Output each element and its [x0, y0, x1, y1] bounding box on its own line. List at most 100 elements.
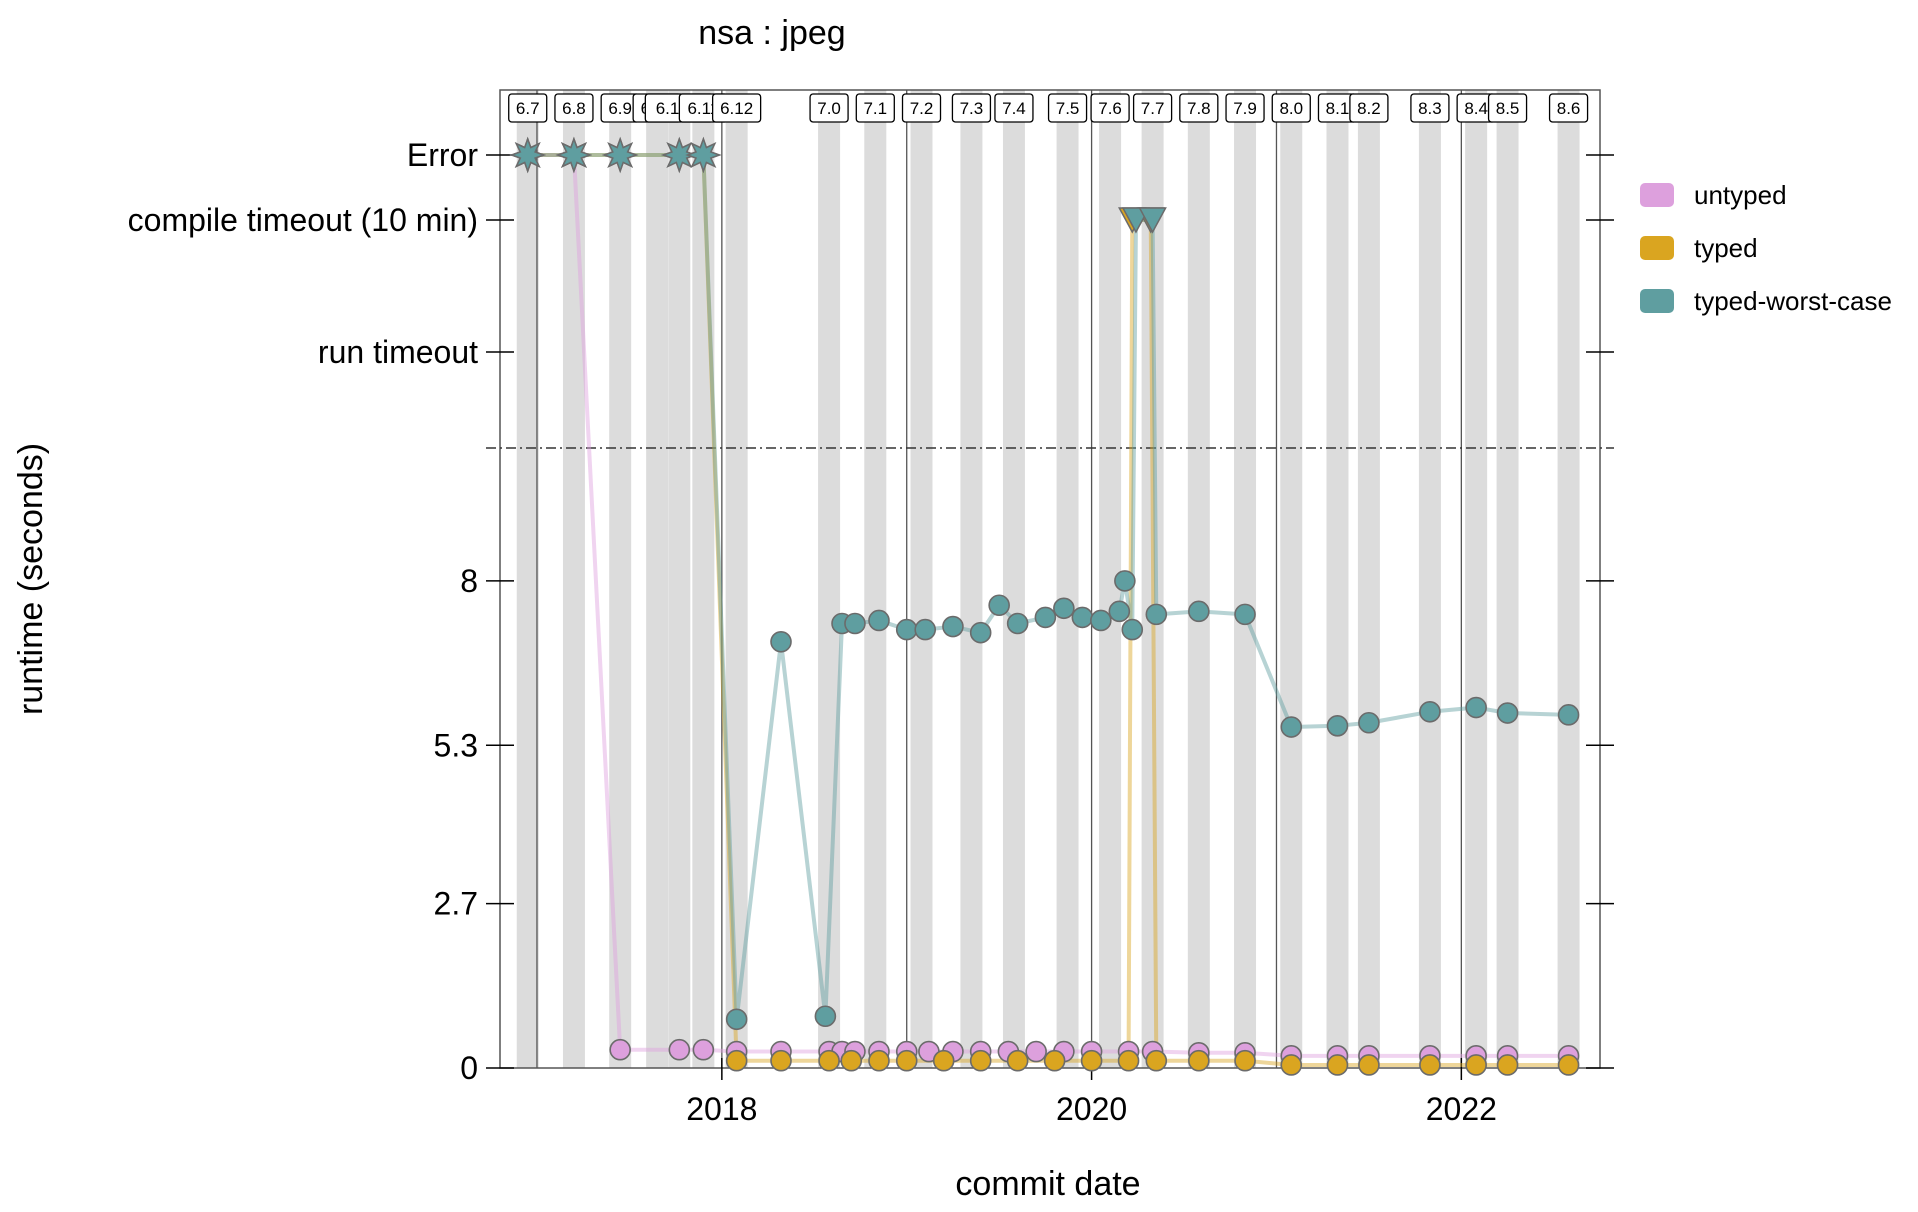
release-label: 8.2	[1357, 99, 1381, 118]
release-label-box	[1132, 93, 1173, 123]
data-point-typed	[1280, 1054, 1303, 1076]
legend-swatch-typed-worst-case	[1640, 289, 1674, 313]
release-label: 8.4	[1464, 99, 1488, 118]
release-label-box	[855, 93, 895, 123]
release-band	[960, 90, 983, 1068]
release-band	[1326, 90, 1349, 1068]
y-tick-label: run timeout	[318, 334, 478, 370]
release-label: 7.2	[910, 99, 934, 118]
data-point-typed-worst-case	[1034, 606, 1057, 629]
release-band	[1141, 90, 1164, 1068]
data-point-typed-worst-case	[988, 594, 1010, 617]
data-point-untyped	[609, 1038, 631, 1061]
release-label: 8.0	[1279, 99, 1303, 118]
release-label: 6.7	[516, 99, 540, 118]
data-point-untyped	[668, 1038, 691, 1061]
data-point-typed-worst-case	[1465, 696, 1487, 719]
release-label: 7.0	[817, 99, 841, 118]
release-band	[562, 90, 585, 1068]
data-point-typed-worst-case	[969, 621, 992, 644]
data-point-typed-worst-case	[1090, 609, 1112, 632]
data-point-typed	[1080, 1049, 1103, 1072]
series-points	[509, 136, 1580, 1076]
release-band	[1002, 90, 1025, 1068]
release-label-box	[1349, 93, 1389, 123]
data-point-typed	[840, 1049, 863, 1072]
x-axis: 2018 2020 2022	[686, 1058, 1497, 1127]
data-point-typed	[1117, 1049, 1140, 1072]
release-label-box	[1047, 93, 1088, 123]
release-label-box	[951, 93, 992, 123]
release-label: 8.5	[1496, 99, 1520, 118]
data-point-typed	[818, 1049, 840, 1072]
release-label: 7.7	[1141, 99, 1165, 118]
release-band	[516, 90, 539, 1068]
y-axis-title: runtime (seconds)	[12, 443, 50, 715]
release-band	[1234, 90, 1257, 1068]
legend-label-untyped: untyped	[1694, 180, 1787, 210]
release-label: 7.8	[1187, 99, 1211, 118]
release-band	[609, 90, 632, 1068]
y-tick-label: 2.7	[434, 886, 478, 922]
legend: untyped typed typed-worst-case	[1640, 180, 1892, 316]
data-point-typed	[1145, 1049, 1168, 1072]
release-label-box	[554, 93, 594, 123]
data-point-typed-worst-case	[1114, 570, 1136, 592]
release-label-box	[508, 93, 548, 123]
release-label: 7.6	[1098, 99, 1122, 118]
release-band	[725, 90, 748, 1068]
timeout-marker-typed-worst-case	[1138, 207, 1167, 234]
data-point-typed	[1326, 1054, 1349, 1076]
data-point-typed	[932, 1049, 955, 1072]
release-label: 7.5	[1056, 99, 1080, 118]
data-point-typed	[969, 1049, 992, 1072]
data-point-typed-worst-case	[844, 612, 866, 635]
release-label-box	[1090, 93, 1130, 123]
y-tick-label: Error	[407, 137, 478, 173]
release-band	[646, 90, 669, 1068]
release-label: 7.3	[960, 99, 984, 118]
release-band	[864, 90, 887, 1068]
data-point-typed-worst-case	[814, 1005, 837, 1028]
release-label: 6.9	[608, 99, 632, 118]
data-point-typed-worst-case	[1108, 600, 1131, 623]
legend-label-typed-worst-case: typed-worst-case	[1694, 286, 1892, 316]
release-label-box	[1271, 93, 1311, 123]
data-point-typed-worst-case	[1419, 700, 1441, 723]
release-label: 7.9	[1233, 99, 1257, 118]
release-label-box	[994, 93, 1034, 123]
error-marker-typed-worst-case	[661, 136, 698, 174]
error-marker-typed-worst-case	[555, 136, 593, 174]
data-point-typed-worst-case	[770, 630, 792, 653]
data-point-typed-worst-case	[1071, 606, 1094, 629]
data-point-untyped	[1025, 1040, 1047, 1063]
data-point-typed-worst-case	[1358, 711, 1380, 734]
release-label-box	[901, 93, 942, 123]
release-band	[1418, 90, 1441, 1068]
data-point-typed	[1496, 1054, 1519, 1076]
data-point-typed	[1043, 1049, 1066, 1072]
release-band	[1465, 90, 1488, 1068]
data-point-typed	[895, 1049, 918, 1072]
release-band	[1357, 90, 1380, 1068]
legend-label-typed: typed	[1694, 233, 1758, 263]
data-point-typed-worst-case	[1496, 702, 1519, 724]
data-point-typed	[1465, 1054, 1487, 1076]
release-bands	[516, 90, 1580, 1068]
release-band	[1280, 90, 1303, 1068]
chart-title: nsa : jpeg	[698, 14, 845, 52]
release-label-box	[711, 93, 762, 123]
release-band	[910, 90, 933, 1068]
data-point-typed	[725, 1049, 748, 1072]
data-point-untyped	[692, 1038, 715, 1061]
data-point-typed-worst-case	[1145, 603, 1168, 626]
release-band	[668, 90, 691, 1068]
data-point-typed-worst-case	[895, 618, 918, 641]
data-point-typed-worst-case	[942, 615, 964, 638]
release-band	[1557, 90, 1580, 1068]
release-label: 6.12	[720, 99, 753, 118]
y-tick-label: 5.3	[434, 727, 478, 763]
data-point-typed	[1006, 1049, 1029, 1072]
x-tick-label: 2020	[1056, 1091, 1127, 1127]
